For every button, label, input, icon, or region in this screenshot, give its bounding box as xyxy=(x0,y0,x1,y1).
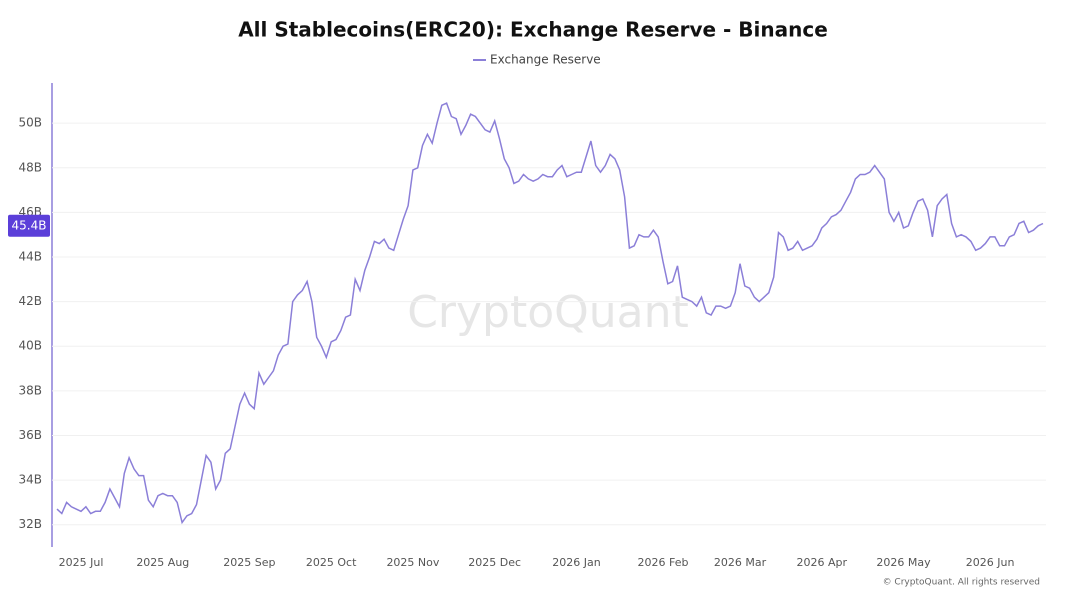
x-tick-label: 2026 Jun xyxy=(966,556,1015,569)
data-line xyxy=(56,102,1044,525)
x-tick-label: 2026 Feb xyxy=(638,556,689,569)
y-tick-label: 36B xyxy=(18,428,42,442)
x-tick-label: 2025 Nov xyxy=(386,556,439,569)
y-tick-label: 44B xyxy=(18,250,42,264)
y-tick-label: 38B xyxy=(18,383,42,397)
x-tick-label: 2026 May xyxy=(876,556,931,569)
last-value-label: 45.4B xyxy=(12,218,47,232)
watermark: CryptoQuant xyxy=(407,287,689,338)
y-tick-label: 34B xyxy=(18,473,42,487)
y-tick-label: 32B xyxy=(18,517,42,531)
y-tick-label: 40B xyxy=(18,339,42,353)
x-tick-label: 2026 Apr xyxy=(796,556,847,569)
x-tick-label: 2025 Sep xyxy=(223,556,275,569)
x-tick-label: 2025 Oct xyxy=(306,556,357,569)
x-tick-label: 2025 Jul xyxy=(59,556,104,569)
last-value-badge xyxy=(8,214,50,237)
x-tick-label: 2025 Dec xyxy=(468,556,521,569)
x-tick-label: 2025 Aug xyxy=(136,556,189,569)
x-tick-label: 2026 Jan xyxy=(552,556,600,569)
y-tick-label: 42B xyxy=(18,294,42,308)
x-tick-label: 2026 Mar xyxy=(714,556,767,569)
y-tick-label: 50B xyxy=(18,116,42,130)
y-tick-label: 48B xyxy=(18,160,42,174)
chart-title: All Stablecoins(ERC20): Exchange Reserve… xyxy=(238,18,828,42)
copyright: © CryptoQuant. All rights reserved xyxy=(883,578,1040,588)
legend-label: Exchange Reserve xyxy=(490,53,601,67)
